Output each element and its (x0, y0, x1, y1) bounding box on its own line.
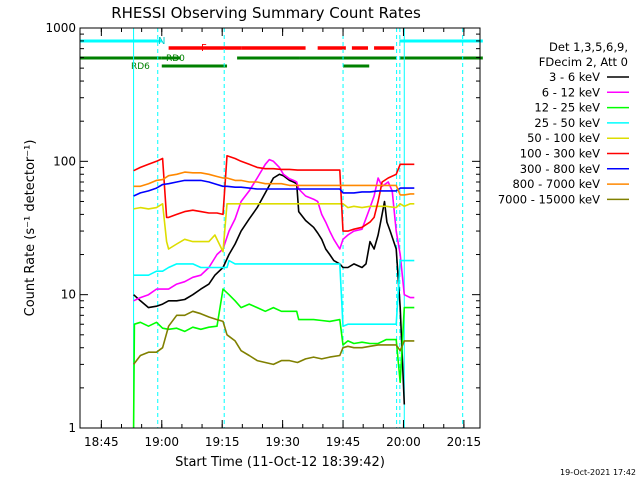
legend-header-line-2: FDecim 2, Att 0 (539, 55, 628, 69)
legend-label-5: 50 - 100 keV (527, 131, 600, 145)
legend-label-7: 300 - 800 keV (520, 162, 600, 176)
y-tick-label-0: 1 (68, 421, 76, 435)
x-tick-label-2: 19:15 (205, 435, 240, 449)
legend-header-line-1: Det 1,3,5,6,9, (549, 40, 628, 54)
legend-label-9: 7000 - 15000 keV (498, 192, 600, 206)
series-line-6 (133, 155, 415, 232)
y-axis-label: Count Rate (s⁻¹ detector⁻¹) (23, 140, 38, 317)
legend-label-8: 800 - 7000 keV (512, 177, 600, 191)
series-line-5 (133, 203, 415, 253)
plot-background (80, 28, 480, 428)
x-tick-label-3: 19:30 (265, 435, 300, 449)
footer-date: 19-Oct-2021 17:42 (560, 468, 636, 477)
x-tick-label-1: 19:00 (144, 435, 179, 449)
series-line-8 (133, 171, 415, 196)
y-tick-label-3: 1000 (45, 21, 76, 35)
series-line-4 (133, 259, 415, 327)
plot-area (80, 28, 480, 428)
series-layer (132, 155, 415, 429)
x-axis-label: Start Time (11-Oct-12 18:39:42) (175, 455, 385, 470)
x-tick-label-0: 18:45 (84, 435, 119, 449)
legend-label-3: 12 - 25 keV (534, 101, 600, 115)
y-tick-label-1: 10 (61, 288, 76, 302)
series-line-2 (133, 158, 415, 302)
saa-label-rd0: RD0 (166, 54, 185, 64)
legend-label-4: 25 - 50 keV (534, 116, 600, 130)
series-line-9 (132, 310, 415, 366)
chart-title: RHESSI Observing Summary Count Rates (111, 4, 421, 22)
series-line-7 (133, 179, 415, 197)
axis-layer: 1 10 100 1000 18:45 19:00 19:15 19:30 19:45 20:00… (45, 21, 481, 449)
plot-frame (79, 27, 481, 429)
y-tick-label-2: 100 (53, 154, 76, 168)
saa-label-rd6: RD6 (131, 62, 150, 72)
legend-label-2: 6 - 12 keV (542, 85, 600, 99)
x-tick-label-4: 19:45 (326, 435, 361, 449)
x-tick-label-5: 20:00 (386, 435, 421, 449)
night-label: N (158, 36, 165, 47)
legend-label-1: 3 - 6 keV (549, 70, 600, 84)
flare-label: F (201, 43, 207, 54)
legend-label-6: 100 - 300 keV (520, 147, 600, 161)
x-tick-label-6: 20:15 (447, 435, 482, 449)
series-line-3 (132, 288, 415, 429)
